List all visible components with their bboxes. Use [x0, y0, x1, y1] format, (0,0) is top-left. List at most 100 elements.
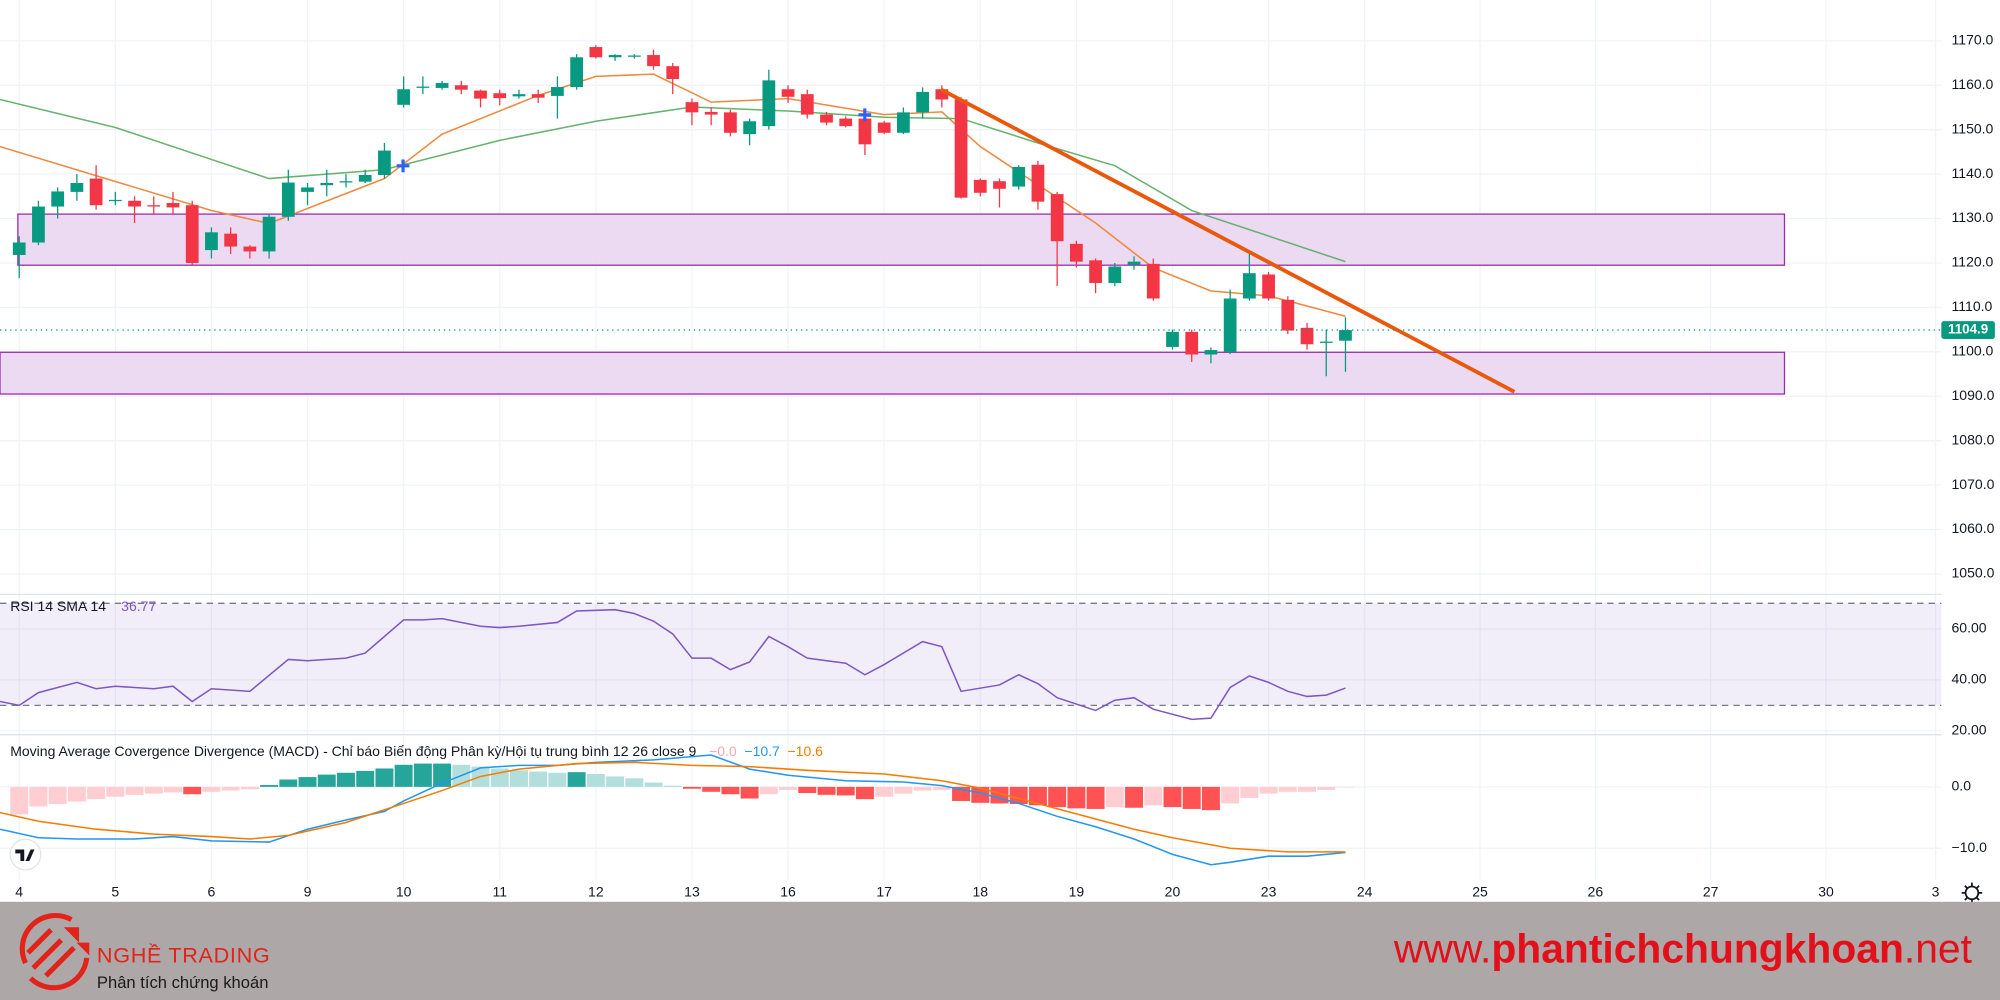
histogram-bar	[606, 776, 625, 787]
histogram-bar	[682, 786, 701, 789]
histogram-bar	[798, 786, 817, 794]
histogram-bar	[1221, 786, 1240, 804]
x-tick-label: 27	[1703, 884, 1719, 900]
candle-body	[1070, 243, 1083, 262]
histogram-bar	[586, 773, 605, 787]
logo-arc	[28, 957, 90, 991]
histogram-bar	[1125, 786, 1144, 808]
candle-body	[1050, 194, 1064, 242]
histogram-bar	[1048, 786, 1067, 808]
macd-readout: −10.7	[744, 743, 780, 759]
x-tick-label: 20	[1165, 884, 1181, 900]
candle-body	[416, 86, 430, 88]
settings-button[interactable]	[1961, 882, 1983, 904]
candle-body	[954, 99, 968, 198]
candle-body	[12, 242, 26, 255]
candle-body	[877, 122, 891, 133]
candle-body	[1127, 261, 1141, 265]
candle-body	[1242, 273, 1256, 299]
candle-body	[685, 102, 699, 113]
brand-tagline: Phân tích chứng khoán	[97, 973, 268, 992]
rsi-value: 36.77	[121, 598, 156, 614]
histogram-bar	[855, 786, 874, 800]
histogram-bar	[413, 763, 432, 787]
histogram-bar	[394, 764, 413, 787]
y-tick-label: −10.0	[1952, 839, 1988, 855]
candle-body	[358, 175, 372, 182]
y-tick-label: 40.00	[1952, 671, 1987, 687]
candle-body	[551, 87, 564, 96]
candle-body	[666, 66, 680, 80]
candle-body	[820, 114, 833, 123]
candle-body	[762, 80, 776, 127]
histogram-bar	[817, 786, 836, 795]
histogram-bar	[932, 786, 951, 790]
histogram-bar	[625, 778, 644, 787]
histogram-bar	[298, 777, 317, 787]
x-tick-label: 13	[684, 884, 700, 900]
x-tick-label: 12	[588, 884, 604, 900]
candle-body	[935, 89, 949, 100]
candle-body	[474, 90, 487, 99]
candle-body	[570, 57, 584, 88]
y-tick-label: 0.0	[1952, 778, 1972, 794]
histogram-bar	[356, 770, 375, 787]
logo-arc	[19, 913, 73, 965]
gear-teeth	[1961, 882, 1983, 904]
histogram-bar	[29, 786, 48, 807]
candle-body	[781, 89, 795, 97]
candle-body	[224, 233, 238, 247]
histogram-bar	[836, 786, 855, 796]
candle-body	[320, 182, 334, 186]
signal-marker	[858, 108, 872, 122]
x-tick-label: 10	[396, 884, 412, 900]
candle-body	[32, 206, 45, 243]
histogram-bar	[375, 768, 394, 787]
histogram-bar	[509, 770, 528, 787]
histogram-bar	[1086, 786, 1105, 809]
y-tick-label: 60.00	[1952, 620, 1987, 636]
candle-body	[1108, 266, 1122, 283]
footer-banner: NGHỀ TRADING Phân tích chứng khoán www.p…	[0, 901, 2000, 1000]
website[interactable]: www.phantichchungkhoan.net	[1393, 925, 1973, 971]
trendline	[939, 87, 1516, 394]
histogram-bar	[894, 786, 913, 794]
histogram-bar	[721, 786, 740, 795]
candle-body	[185, 205, 199, 263]
macd-readout: −0.0	[709, 743, 737, 759]
website-prefix: www.	[1393, 925, 1491, 971]
macd-line	[0, 754, 1346, 866]
candle-body	[128, 200, 141, 207]
plot-layer	[0, 45, 1942, 866]
candle-body	[589, 47, 603, 58]
histogram-bar	[106, 786, 125, 797]
histogram-bar	[1028, 786, 1047, 806]
y-tick-label: 1080.0	[1952, 431, 1995, 447]
candle-body	[531, 94, 545, 98]
histogram-bar	[1067, 786, 1086, 809]
candle-body	[1031, 164, 1045, 202]
candle-body	[1319, 341, 1333, 343]
histogram-bar	[67, 786, 86, 802]
x-tick-label: 3	[1932, 884, 1940, 900]
y-tick-label: 1160.0	[1952, 76, 1994, 92]
y-tick-label: 1050.0	[1952, 565, 1995, 581]
website-domain: phantichchungkhoan	[1491, 925, 1904, 971]
candle-body	[281, 182, 295, 217]
candle-body	[1300, 327, 1314, 345]
x-tick-label: 9	[304, 884, 312, 900]
tv-logo[interactable]	[9, 838, 42, 871]
histogram-bar	[1298, 786, 1317, 792]
signal-marker	[396, 159, 410, 173]
candle-body	[1281, 299, 1295, 331]
candle-body	[378, 150, 391, 176]
candle-body	[1185, 331, 1199, 355]
histogram-bar	[644, 782, 663, 787]
brand-name: NGHỀ TRADING	[97, 942, 270, 967]
candle-body	[993, 181, 1006, 189]
candle-body	[166, 202, 180, 208]
candle-body	[339, 181, 353, 183]
x-tick-label: 5	[111, 884, 119, 900]
